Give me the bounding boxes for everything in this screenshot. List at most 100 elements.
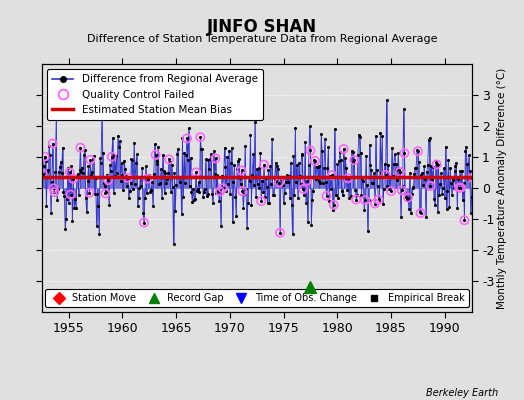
Point — [451, 168, 459, 174]
Point — [166, 159, 174, 165]
Point — [180, 150, 189, 156]
Point — [389, 160, 398, 167]
Point — [392, 167, 400, 173]
Point — [455, 184, 463, 191]
Point — [110, 152, 118, 158]
Point — [457, 184, 465, 191]
Point — [33, 162, 41, 168]
Point — [271, 160, 280, 166]
Point — [134, 203, 142, 210]
Point — [121, 166, 129, 173]
Point — [344, 175, 352, 182]
Point — [57, 159, 65, 165]
Point — [125, 188, 134, 194]
Point — [398, 183, 407, 190]
Point — [372, 132, 380, 139]
Point — [363, 182, 371, 188]
Point — [102, 188, 111, 195]
Point — [418, 169, 427, 176]
Point — [201, 186, 209, 192]
Point — [85, 190, 94, 196]
Point — [219, 185, 227, 192]
Point — [466, 209, 475, 216]
Point — [82, 209, 91, 216]
Point — [71, 196, 79, 202]
Point — [279, 182, 287, 189]
Point — [379, 201, 387, 208]
Point — [417, 210, 425, 216]
Point — [346, 193, 355, 199]
Point — [332, 192, 341, 198]
Point — [136, 174, 145, 180]
Point — [76, 144, 84, 151]
Point — [326, 173, 334, 179]
Point — [289, 153, 298, 160]
Point — [277, 175, 285, 182]
Point — [211, 171, 219, 178]
Legend: Station Move, Record Gap, Time of Obs. Change, Empirical Break: Station Move, Record Gap, Time of Obs. C… — [45, 289, 468, 307]
Point — [67, 191, 75, 198]
Point — [291, 125, 299, 131]
Point — [224, 181, 232, 187]
Point — [134, 194, 143, 201]
Point — [351, 187, 359, 193]
Point — [365, 142, 374, 148]
Point — [329, 206, 337, 213]
Point — [197, 146, 205, 152]
Point — [279, 200, 288, 206]
Point — [335, 158, 343, 164]
Point — [226, 160, 235, 166]
Point — [164, 170, 172, 176]
Point — [301, 139, 309, 145]
Point — [395, 167, 403, 174]
Point — [32, 178, 41, 184]
Point — [150, 141, 159, 148]
Point — [265, 200, 274, 206]
Point — [408, 191, 416, 198]
Point — [92, 223, 101, 229]
Point — [269, 192, 277, 198]
Point — [124, 175, 132, 181]
Point — [314, 178, 323, 184]
Point — [156, 180, 164, 186]
Point — [409, 184, 418, 190]
Point — [238, 188, 247, 194]
Point — [425, 134, 434, 141]
Point — [223, 154, 232, 160]
Point — [161, 170, 170, 176]
Point — [285, 173, 293, 180]
Point — [437, 170, 445, 176]
Point — [253, 165, 261, 172]
Point — [465, 152, 473, 158]
Point — [200, 189, 208, 196]
Point — [398, 187, 406, 194]
Point — [251, 119, 259, 126]
Point — [59, 188, 68, 195]
Point — [240, 191, 248, 198]
Point — [325, 198, 333, 204]
Point — [429, 164, 438, 170]
Point — [41, 158, 50, 164]
Point — [215, 198, 223, 204]
Point — [296, 173, 304, 179]
Point — [213, 172, 222, 178]
Point — [144, 174, 152, 181]
Point — [217, 223, 225, 230]
Point — [450, 184, 458, 191]
Point — [107, 168, 115, 174]
Point — [426, 183, 434, 189]
Point — [328, 172, 336, 178]
Point — [78, 164, 86, 171]
Point — [307, 222, 315, 228]
Point — [432, 159, 440, 165]
Point — [168, 184, 177, 190]
Point — [77, 168, 85, 175]
Point — [391, 161, 400, 167]
Point — [34, 180, 42, 187]
Point — [149, 203, 157, 209]
Point — [286, 194, 294, 201]
Point — [350, 157, 358, 163]
Point — [398, 187, 406, 194]
Point — [339, 192, 347, 199]
Point — [303, 219, 312, 226]
